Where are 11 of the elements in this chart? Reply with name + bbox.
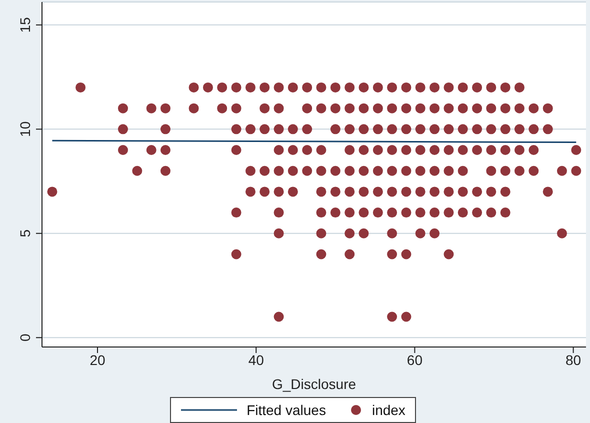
y-tick-label: 15 bbox=[17, 16, 33, 33]
x-tick-label: 40 bbox=[248, 352, 264, 368]
y-tick-label: 10 bbox=[17, 121, 33, 137]
x-axis-title: G_Disclosure bbox=[272, 376, 356, 392]
y-tick-label: 5 bbox=[17, 229, 33, 238]
x-tick-label: 60 bbox=[406, 352, 423, 368]
x-tick-label: 20 bbox=[90, 352, 106, 368]
legend-label: Fitted values bbox=[246, 402, 326, 418]
x-tick-label: 80 bbox=[566, 352, 582, 368]
legend-label: index bbox=[372, 402, 406, 418]
y-tick-label: 0 bbox=[17, 334, 33, 342]
